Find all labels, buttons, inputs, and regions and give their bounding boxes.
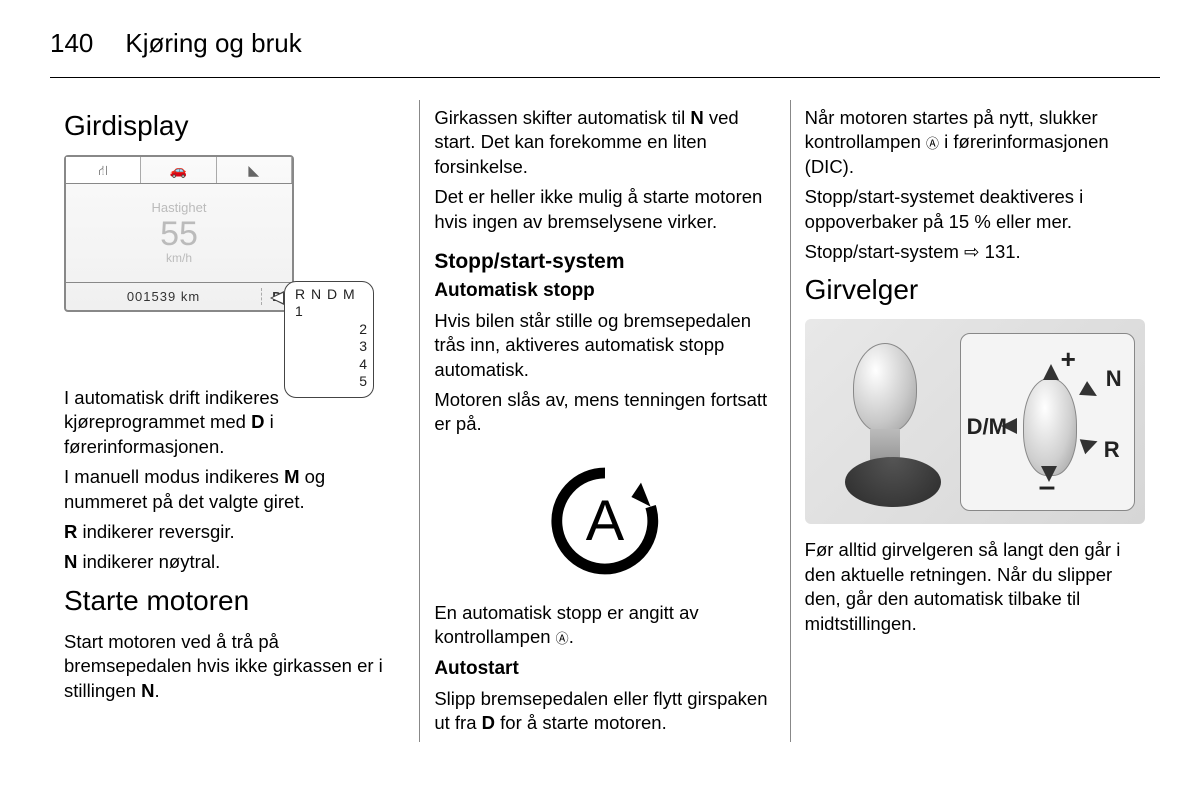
lcd-speed-unit: km/h <box>166 251 192 267</box>
label-n: N <box>1106 364 1122 393</box>
para-autostop-lamp: En automatisk stopp er angitt av kontrol… <box>434 601 775 650</box>
gear-display-figure: ⛙ 🚗 ◣ Hastighet 55 km/h 001539 km D R N … <box>64 155 354 312</box>
heading-girdisplay: Girdisplay <box>64 108 405 145</box>
callout-n4: 4 <box>295 356 367 374</box>
text: I automatisk drift indikeres kjøreprogra… <box>64 387 279 432</box>
para-restart-lamp: Når motoren startes på nytt, slukker kon… <box>805 106 1146 179</box>
bold-n: N <box>64 551 77 572</box>
gear-knob-illustration <box>845 343 925 503</box>
column-2: Girkassen skifter automatisk til N ved s… <box>419 100 789 742</box>
lcd-screen: ⛙ 🚗 ◣ Hastighet 55 km/h 001539 km D <box>64 155 294 312</box>
lcd-odometer: 001539 km <box>66 288 262 305</box>
lcd-speed-value: 55 <box>160 217 198 251</box>
direction-panel: D/M N R + – <box>960 333 1135 511</box>
lcd-tab-hill-icon: ◣ <box>217 157 292 183</box>
para-shift-n: Girkassen skifter automatisk til N ved s… <box>434 106 775 179</box>
page-header: 140 Kjøring og bruk <box>50 28 1160 78</box>
lcd-tab-lane-icon: ⛙ <box>66 157 141 183</box>
autostop-lamp-icon: Ⓐ <box>926 136 939 151</box>
heading-stop-start: Stopp/start-system <box>434 248 775 276</box>
para-reverse: R indikerer reversgir. <box>64 520 405 544</box>
heading-starte-motoren: Starte motoren <box>64 583 405 620</box>
text: I manuell modus indikeres <box>64 466 284 487</box>
column-1: Girdisplay ⛙ 🚗 ◣ Hastighet 55 km/h 00153… <box>50 100 419 742</box>
heading-autostart: Autostart <box>434 656 775 681</box>
callout-pointer-icon <box>270 291 284 305</box>
autostop-lamp-icon: Ⓐ <box>556 631 569 646</box>
chapter-title: Kjøring og bruk <box>125 28 301 59</box>
callout-n3: 3 <box>295 338 367 356</box>
para-brakelights: Det er heller ikke mulig å starte motore… <box>434 185 775 234</box>
para-autostart: Slipp bremsepedalen eller flytt girspake… <box>434 687 775 736</box>
lcd-tab-car-icon: 🚗 <box>141 157 216 183</box>
para-start-engine: Start motoren ved å trå på bremsepedalen… <box>64 630 405 703</box>
callout-top-row: R N D M 1 <box>295 286 367 321</box>
content-columns: Girdisplay ⛙ 🚗 ◣ Hastighet 55 km/h 00153… <box>50 100 1160 742</box>
bold-m: M <box>284 466 299 487</box>
bold-n: N <box>690 107 703 128</box>
para-neutral: N indikerer nøytral. <box>64 550 405 574</box>
text: . <box>155 680 160 701</box>
text: indikerer reversgir. <box>77 521 234 542</box>
callout-n2: 2 <box>295 321 367 339</box>
heading-girvelger: Girvelger <box>805 272 1146 309</box>
arrow-rightdown-icon <box>1079 434 1100 455</box>
callout-box: R N D M 1 2 3 4 5 <box>284 281 374 398</box>
text: indikerer nøytral. <box>77 551 220 572</box>
page-number: 140 <box>50 28 93 59</box>
text: Stopp/start-system <box>805 241 964 262</box>
arrow-up-icon <box>1043 364 1059 380</box>
bold-d: D <box>482 712 495 733</box>
para-autostopp: Hvis bilen står stille og bremsepedalen … <box>434 309 775 382</box>
gear-callout: R N D M 1 2 3 4 5 <box>284 281 374 398</box>
label-dm: D/M <box>967 412 1007 441</box>
para-selector-instr: Før alltid girvelgeren så langt den går … <box>805 538 1146 636</box>
text: for å starte motoren. <box>495 712 667 733</box>
text: . <box>569 626 574 647</box>
lcd-footer: 001539 km D <box>66 282 292 310</box>
panel-knob-icon <box>1023 378 1077 476</box>
text: 131. <box>980 241 1021 262</box>
para-uphill-15: Stopp/start-systemet deaktiveres i oppov… <box>805 185 1146 234</box>
lcd-body: Hastighet 55 km/h <box>66 184 292 282</box>
callout-n5: 5 <box>295 373 367 391</box>
label-minus: – <box>1039 467 1056 507</box>
para-crossref: Stopp/start-system ⇨ 131. <box>805 240 1146 264</box>
heading-autostopp: Automatisk stopp <box>434 278 775 303</box>
arrow-rightup-icon <box>1079 381 1101 403</box>
lcd-tabs: ⛙ 🚗 ◣ <box>66 157 292 184</box>
bold-r: R <box>64 521 77 542</box>
para-manual-mode: I manuell modus indikeres M og nummeret … <box>64 465 405 514</box>
autostop-symbol-icon: A <box>535 451 675 591</box>
crossref-arrow-icon: ⇨ <box>964 241 980 262</box>
autostop-letter: A <box>586 489 625 553</box>
bold-n: N <box>141 680 154 701</box>
text: Girkassen skifter automatisk til <box>434 107 690 128</box>
para-engine-off: Motoren slås av, mens tenningen fortsatt… <box>434 388 775 437</box>
text: Start motoren ved å trå på bremsepedalen… <box>64 631 383 701</box>
column-3: Når motoren startes på nytt, slukker kon… <box>790 100 1160 742</box>
bold-d: D <box>251 411 264 432</box>
label-r: R <box>1104 435 1120 464</box>
label-plus: + <box>1061 342 1076 376</box>
gear-selector-figure: D/M N R + – <box>805 319 1145 524</box>
